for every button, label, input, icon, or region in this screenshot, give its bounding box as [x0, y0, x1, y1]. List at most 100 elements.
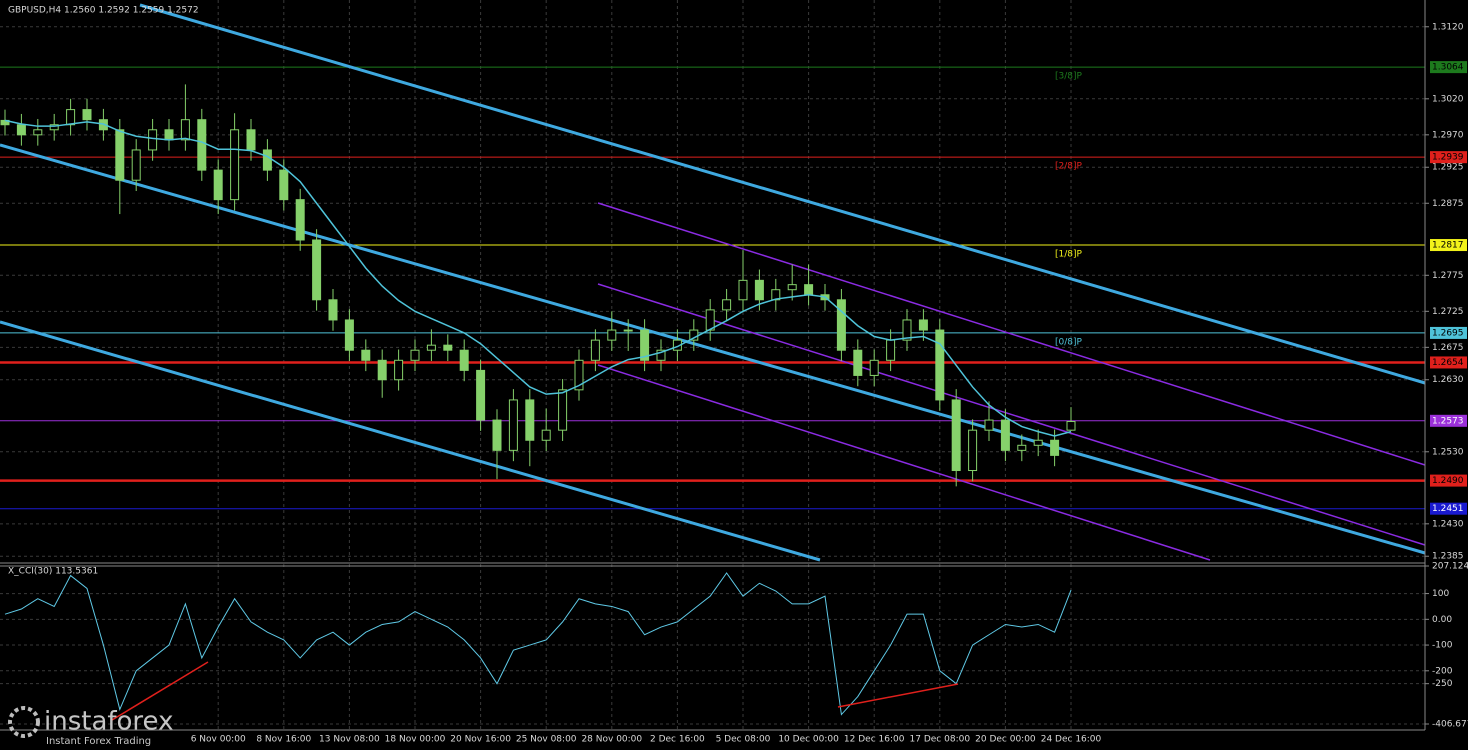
x-tick-label: 12 Dec 16:00: [844, 735, 905, 745]
y-tick-label: 1.2925: [1432, 163, 1464, 173]
candle-body: [49, 124, 59, 131]
candle-body: [1066, 421, 1076, 431]
y-tick-label: 1.2385: [1432, 552, 1464, 562]
watermark-brand: instaforex: [44, 707, 173, 737]
candle-body: [1000, 419, 1010, 451]
candle-body: [787, 284, 797, 291]
level-label: 1.2654: [1432, 358, 1464, 368]
candle-body: [508, 399, 518, 451]
candle-body: [312, 239, 322, 301]
x-tick-label: 25 Nov 08:00: [516, 735, 577, 745]
regression-line: [597, 283, 1426, 546]
watermark-tagline: Instant Forex Trading: [46, 736, 151, 747]
candle-body: [623, 329, 633, 332]
y-tick-label: 1.3020: [1432, 94, 1464, 104]
indicator-line: [4, 572, 1072, 716]
level-label: 1.2817: [1432, 241, 1464, 251]
murray-tag: [3/8]P: [1055, 72, 1083, 82]
candle-body: [115, 129, 125, 181]
candle-body: [607, 329, 617, 341]
candle-body: [16, 124, 26, 136]
candle-body: [377, 359, 387, 381]
murray-tag: [2/8]P: [1055, 162, 1083, 172]
regression-line: [597, 202, 1426, 466]
candle-body: [558, 389, 568, 431]
candle-body: [492, 419, 502, 451]
y-tick-label: -406.677: [1432, 720, 1468, 730]
candle-body: [968, 429, 978, 472]
candle-body: [1050, 439, 1060, 456]
x-tick-label: 20 Dec 00:00: [975, 735, 1036, 745]
candle-body: [984, 419, 994, 431]
divergence-line: [111, 661, 209, 721]
y-tick-label: 1.2970: [1432, 130, 1464, 140]
level-badge: [1430, 474, 1467, 487]
candle-body: [640, 329, 650, 361]
channels: [0, 3, 1426, 562]
y-tick-label: -100: [1432, 641, 1453, 651]
candle-body: [935, 329, 945, 401]
candle-body: [148, 129, 158, 151]
x-tick-label: 5 Dec 08:00: [716, 735, 771, 745]
candle-body: [590, 339, 600, 361]
candle-body: [426, 344, 436, 351]
y-tick-label: 1.2875: [1432, 199, 1464, 209]
candle-body: [754, 279, 764, 301]
candle-body: [213, 169, 223, 201]
x-tick-label: 18 Nov 00:00: [385, 735, 446, 745]
candle-body: [328, 299, 338, 321]
y-tick-label: 1.2530: [1432, 447, 1464, 457]
candle-body: [344, 319, 354, 351]
level-label: 1.2695: [1432, 328, 1464, 338]
level-badge: [1430, 239, 1467, 252]
candle-body: [804, 284, 814, 296]
regression-line: [597, 364, 1211, 561]
murray-tag: [1/8]P: [1055, 250, 1083, 260]
level-badge: [1430, 356, 1467, 369]
level-label: 1.3064: [1432, 63, 1464, 73]
level-label: 1.2490: [1432, 476, 1464, 486]
candle-body: [66, 109, 76, 126]
y-tick-label: 100: [1432, 589, 1449, 599]
grid: [0, 0, 1425, 730]
y-tick-label: 1.2675: [1432, 343, 1464, 353]
divergence-line: [837, 683, 959, 708]
level-badge: [1430, 326, 1467, 339]
candle-body: [246, 129, 256, 151]
candle-body: [951, 399, 961, 472]
candle-body: [262, 149, 272, 171]
x-tick-label: 24 Dec 16:00: [1041, 735, 1102, 745]
x-tick-label: 28 Nov 00:00: [581, 735, 642, 745]
y-tick-label: -200: [1432, 666, 1453, 676]
x-tick-label: 10 Dec 00:00: [778, 735, 839, 745]
x-tick-label: 6 Nov 00:00: [191, 735, 246, 745]
channel-line: [139, 3, 1426, 385]
watermark-logo: [8, 706, 40, 738]
level-badge: [1430, 414, 1467, 427]
y-tick-label: 1.3120: [1432, 22, 1464, 32]
y-tick-label: 207.1248: [1432, 562, 1468, 572]
candle-body: [525, 399, 535, 441]
level-badge: [1430, 502, 1467, 515]
candle-body: [394, 359, 404, 381]
candle-body: [131, 149, 141, 181]
axes: 1.3120 1.3020 1.2970 1.2925 1.2875 1.2775 1.27…: [191, 22, 1468, 744]
watermark: instaforex Instant Forex Trading: [8, 706, 173, 747]
level-label: 1.2939: [1432, 153, 1464, 163]
indicator-title: X_CCI(30) 113.5361: [8, 567, 98, 577]
candle-body: [279, 169, 289, 201]
candle-body: [853, 349, 863, 376]
candle-body: [82, 109, 92, 121]
y-tick-label: 0.00: [1432, 615, 1452, 625]
candle-body: [574, 359, 584, 391]
candle-body: [918, 319, 928, 331]
murray-tag: [0/8]P: [1055, 337, 1083, 347]
candle-body: [541, 429, 551, 441]
candle-body: [197, 119, 207, 171]
y-tick-label: 1.2430: [1432, 519, 1464, 529]
y-tick-label: 1.2725: [1432, 307, 1464, 317]
candle-body: [410, 349, 420, 361]
plot: [0, 84, 1076, 716]
candle-body: [476, 369, 486, 421]
y-tick-label: 1.2775: [1432, 271, 1464, 281]
